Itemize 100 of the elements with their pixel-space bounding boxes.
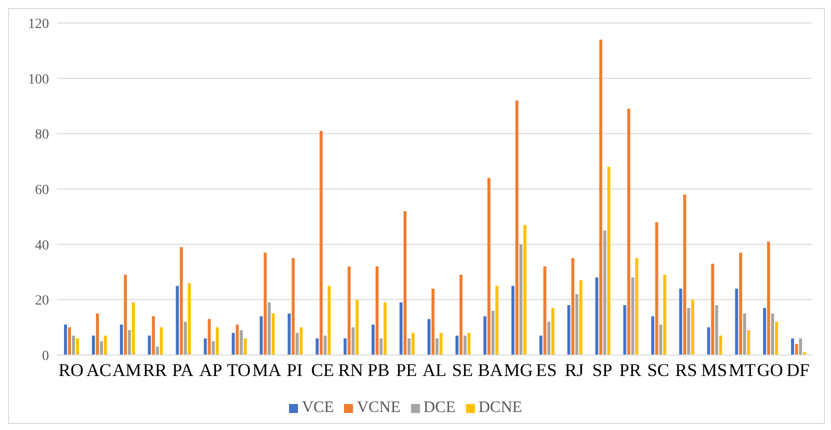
bar <box>463 336 466 355</box>
bar <box>655 222 658 355</box>
bar <box>599 40 602 355</box>
bar <box>623 305 626 355</box>
bar <box>455 336 458 355</box>
bar <box>511 286 514 355</box>
bar <box>683 194 686 355</box>
x-tick-label: RR <box>142 360 167 380</box>
bar <box>775 322 778 355</box>
bar <box>176 286 179 355</box>
bar <box>404 211 407 355</box>
x-tick-label: RS <box>675 360 698 380</box>
bar <box>216 327 219 355</box>
y-tick-label: 80 <box>35 128 49 143</box>
bar <box>607 166 610 355</box>
bar <box>719 336 722 355</box>
x-tick-label: AL <box>422 360 446 380</box>
bar <box>487 178 490 355</box>
bar <box>372 324 375 355</box>
bar <box>659 324 662 355</box>
y-tick-label: 60 <box>35 182 49 198</box>
bar <box>292 258 295 355</box>
bar <box>795 344 798 355</box>
bar <box>483 316 486 355</box>
bar <box>707 327 710 355</box>
bar <box>124 274 127 355</box>
bar <box>436 338 439 355</box>
bar <box>236 324 239 355</box>
bar <box>400 302 403 355</box>
bar <box>92 336 95 355</box>
bar <box>635 258 638 355</box>
bar <box>232 332 235 355</box>
bar <box>711 264 714 355</box>
bar <box>76 338 79 355</box>
x-tick-label: MG <box>504 360 533 380</box>
bar <box>268 302 271 355</box>
bar <box>467 332 470 355</box>
x-tick-label: RN <box>338 360 364 380</box>
bar <box>551 308 554 355</box>
bar <box>180 247 183 355</box>
bar <box>272 314 275 355</box>
bar <box>579 280 582 355</box>
bar <box>515 100 518 355</box>
y-tick-label: 0 <box>42 348 49 364</box>
x-tick-label: PI <box>286 360 303 380</box>
bar <box>380 338 383 355</box>
bar <box>595 278 598 355</box>
bar <box>691 300 694 355</box>
x-tick-label: DF <box>786 360 810 380</box>
bar <box>184 322 187 355</box>
bar <box>428 319 431 355</box>
bar <box>260 316 263 355</box>
bar <box>132 302 135 355</box>
bar <box>296 332 299 355</box>
bar <box>491 310 494 355</box>
bar <box>160 327 163 355</box>
bar <box>408 338 411 355</box>
bar <box>152 316 155 355</box>
bar <box>320 130 323 355</box>
bar <box>316 338 319 355</box>
x-tick-label: AP <box>199 360 222 380</box>
bar <box>687 308 690 355</box>
bar <box>495 286 498 355</box>
bar <box>120 324 123 355</box>
bar <box>791 338 794 355</box>
bar <box>459 274 462 355</box>
bar <box>240 330 243 355</box>
x-tick-label: PE <box>396 360 418 380</box>
bar <box>264 252 267 355</box>
y-tick-label: 40 <box>35 238 49 254</box>
bar <box>244 338 247 355</box>
bar <box>651 316 654 355</box>
bar <box>104 336 107 355</box>
bar <box>352 327 355 355</box>
bar <box>735 288 738 355</box>
x-tick-label: AC <box>86 360 112 380</box>
x-tick-label: PB <box>368 360 390 380</box>
bar <box>679 288 682 355</box>
bar <box>128 330 131 355</box>
bar <box>288 314 291 355</box>
y-tick-label: 100 <box>28 72 49 88</box>
bar <box>523 224 526 355</box>
bar <box>96 314 99 355</box>
bar <box>575 294 578 355</box>
x-tick-label: SC <box>647 360 670 380</box>
x-tick-label: RO <box>58 360 84 380</box>
x-tick-label: PA <box>172 360 194 380</box>
bar <box>739 252 742 355</box>
bar <box>64 324 67 355</box>
bar <box>432 288 435 355</box>
bar <box>763 308 766 355</box>
bar <box>204 338 207 355</box>
bar <box>328 286 331 355</box>
bar <box>663 274 666 355</box>
y-tick-label: 120 <box>28 16 49 32</box>
x-tick-label: BA <box>478 360 503 380</box>
x-tick-label: MT <box>728 360 756 380</box>
bar <box>344 338 347 355</box>
bar <box>767 242 770 355</box>
bar <box>100 341 103 355</box>
